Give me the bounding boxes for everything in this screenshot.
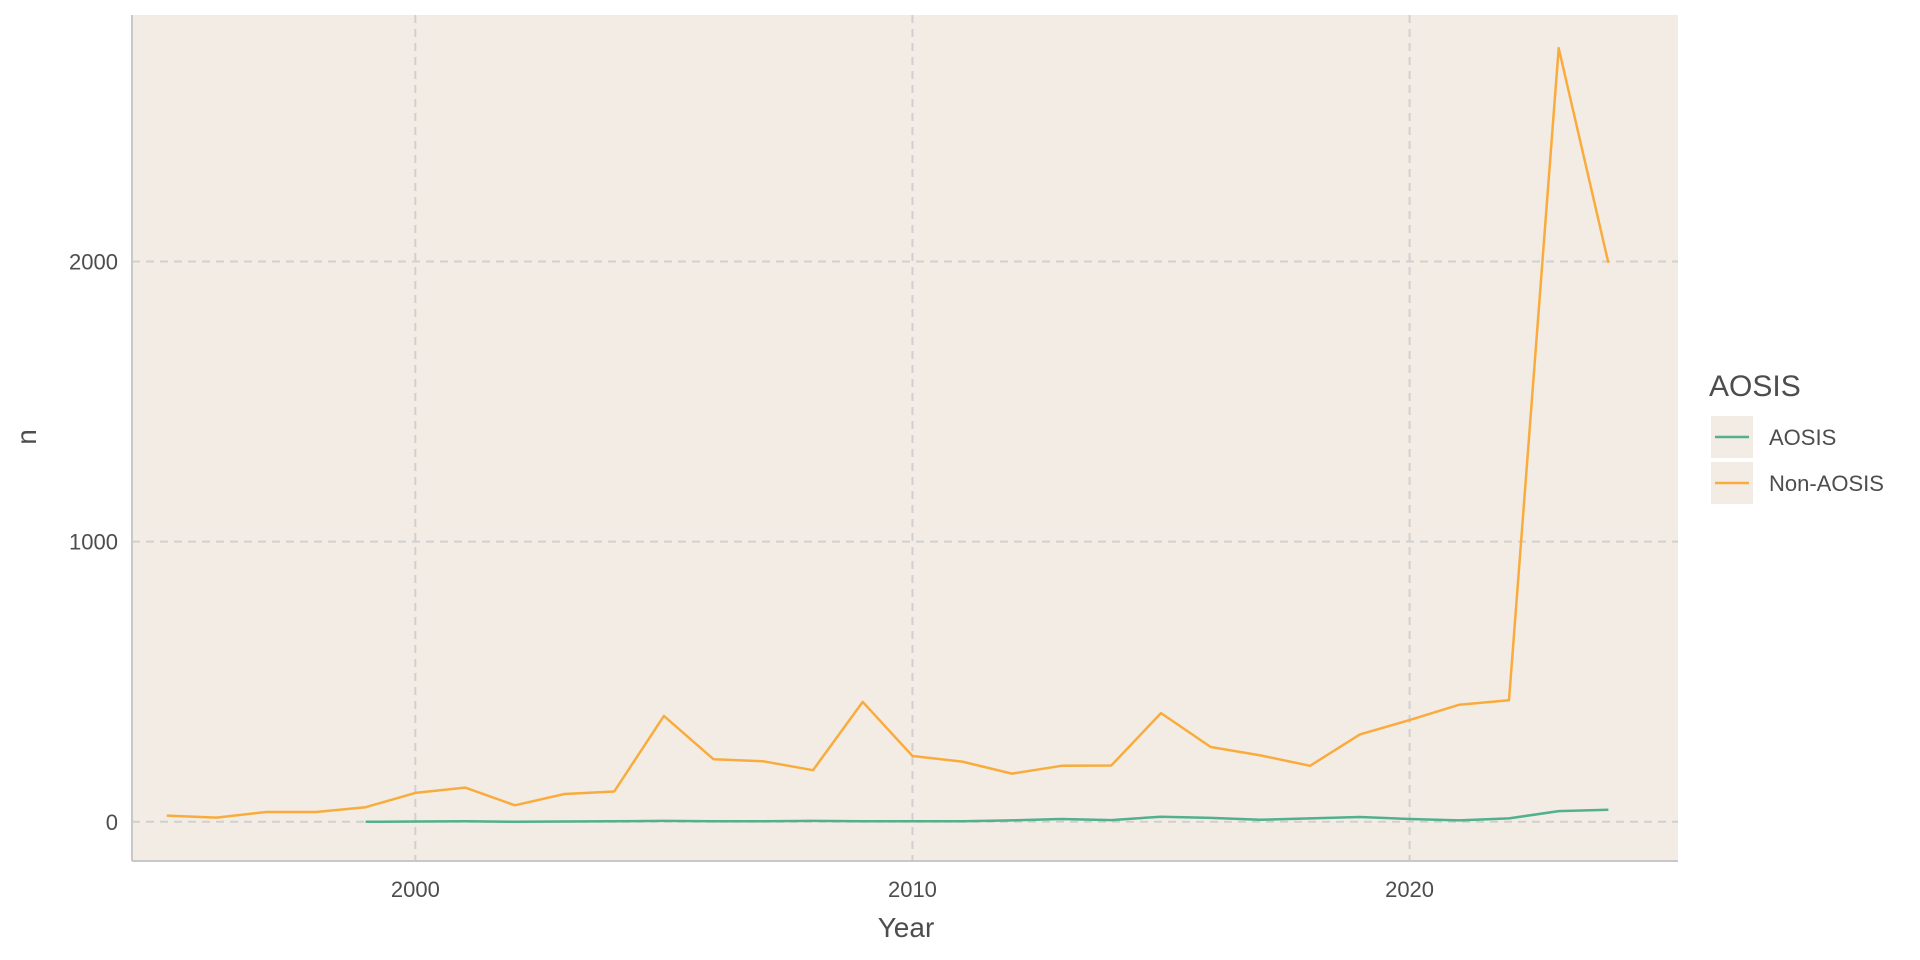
x-tick-label-2000: 2000 (391, 877, 440, 902)
y-axis-title: n (11, 429, 42, 445)
series-line-non-aosis (166, 46, 1610, 819)
axes (131, 15, 1678, 862)
y-tick-label-0: 0 (106, 810, 118, 835)
legend-item-aosis: AOSIS (1711, 416, 1836, 458)
legend-label-aosis: AOSIS (1769, 425, 1836, 450)
panel-background (132, 15, 1678, 861)
legend: AOSIS AOSIS Non-AOSIS (1709, 370, 1884, 504)
y-tick-label-1000: 1000 (69, 530, 118, 555)
x-tick-label-2010: 2010 (888, 877, 937, 902)
legend-item-non-aosis: Non-AOSIS (1711, 462, 1884, 504)
legend-label-non-aosis: Non-AOSIS (1769, 471, 1884, 496)
legend-title: AOSIS (1709, 370, 1801, 403)
series-line-aosis (365, 808, 1609, 824)
x-axis-title: Year (878, 912, 935, 943)
series-lines (166, 46, 1610, 824)
plot-panel (132, 15, 1678, 861)
y-tick-label-2000: 2000 (69, 250, 118, 275)
x-tick-label-2020: 2020 (1385, 877, 1434, 902)
tick-labels: 2000 2010 2020 0 1000 2000 (69, 250, 1434, 902)
